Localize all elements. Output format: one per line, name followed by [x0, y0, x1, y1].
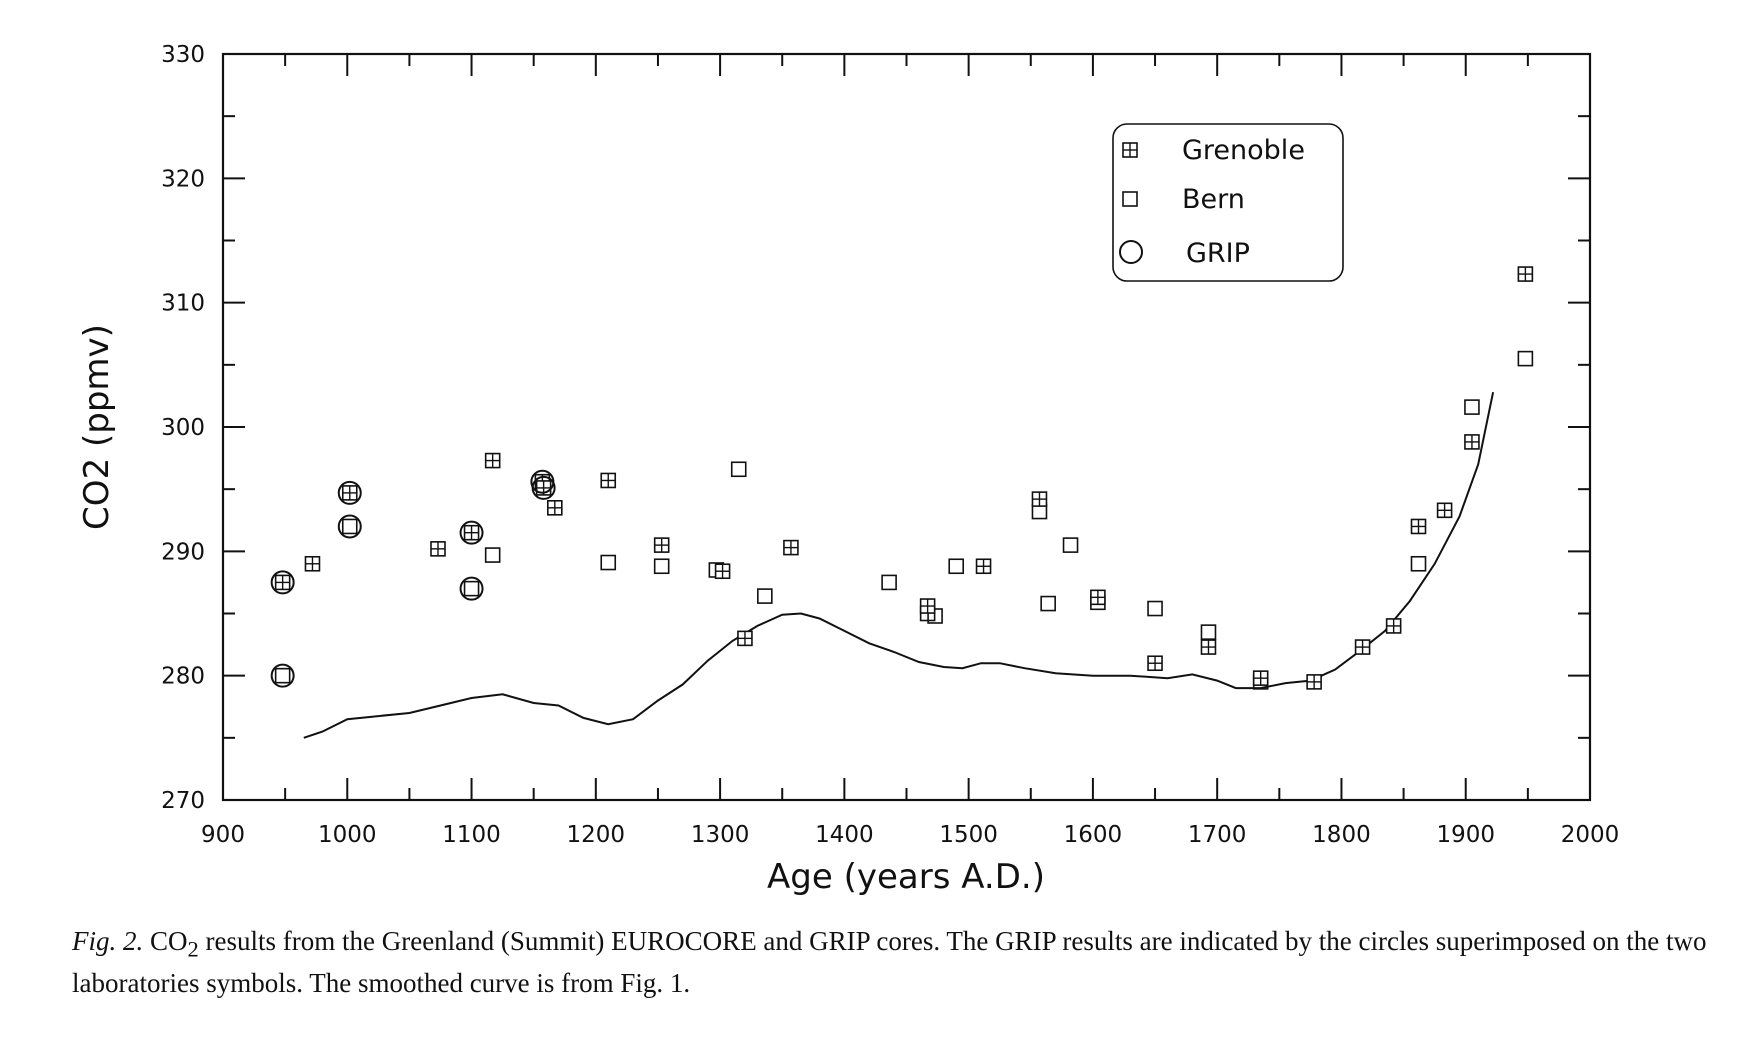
bern-point — [757, 588, 773, 604]
bern-point — [730, 461, 747, 478]
y-tick-label: 300 — [161, 415, 205, 441]
data-markers — [270, 266, 1534, 690]
x-tick-label: 1900 — [1436, 822, 1495, 848]
x-tick-label: 2000 — [1561, 822, 1620, 848]
grenoble-point — [1031, 491, 1048, 507]
grenoble-point — [975, 558, 992, 575]
grip-point — [531, 475, 556, 500]
grenoble-point — [1252, 670, 1269, 686]
grip-point — [337, 514, 362, 539]
x-tick-label: 1300 — [691, 822, 750, 848]
bern-point — [1147, 600, 1163, 617]
grenoble-point — [1200, 639, 1217, 655]
bern-point — [948, 558, 965, 575]
bern-point — [881, 574, 897, 591]
x-axis-title: Age (years A.D.) — [767, 857, 1045, 897]
x-tick-label: 1700 — [1188, 822, 1247, 848]
bern-point — [653, 558, 670, 575]
grip-point — [459, 576, 484, 601]
grenoble-point — [430, 541, 446, 557]
bern-point — [1410, 555, 1427, 572]
grenoble-point — [463, 524, 480, 541]
legend-label-grenoble: Grenoble — [1182, 135, 1305, 166]
grenoble-point — [304, 555, 321, 572]
legend-symbol-grenoble — [1122, 142, 1138, 158]
grenoble-point — [714, 563, 731, 580]
x-tick-label: 1000 — [318, 822, 377, 848]
grenoble-point — [1354, 639, 1371, 655]
legend-box — [1112, 123, 1344, 282]
grenoble-point — [1517, 266, 1534, 282]
x-tick-label: 900 — [201, 822, 245, 848]
legend: Grenoble Bern GRIP — [1112, 123, 1344, 282]
bern-point — [1200, 624, 1217, 640]
y-tick-label: 280 — [161, 664, 205, 690]
y-tick-label: 290 — [161, 539, 205, 565]
figure-caption: Fig. 2. CO2 results from the Greenland (… — [72, 924, 1712, 1000]
grip-point — [270, 570, 295, 595]
bern-point — [1517, 350, 1534, 367]
y-tick-labels: 270 280 290 300 310 320 330 — [161, 42, 205, 814]
bern-point — [341, 518, 358, 535]
grenoble-point — [1410, 518, 1427, 535]
grenoble-point — [1306, 674, 1322, 690]
grenoble-point — [737, 630, 753, 647]
legend-symbol-grip — [1119, 240, 1143, 264]
x-tick-label: 1800 — [1312, 822, 1371, 848]
x-tick-label: 1600 — [1064, 822, 1123, 848]
bern-point — [274, 667, 291, 684]
y-axis-title: CO2 (ppmv) — [77, 324, 117, 530]
bern-point — [1040, 595, 1056, 612]
bern-point — [463, 580, 480, 597]
grenoble-point — [1464, 434, 1480, 450]
caption-subscript: 2 — [187, 936, 199, 962]
grenoble-point — [1385, 618, 1402, 634]
bern-point — [484, 547, 501, 563]
grenoble-point — [547, 500, 563, 516]
grenoble-point — [341, 485, 358, 501]
caption-label: Fig. 2. — [72, 926, 144, 956]
grip-point — [337, 480, 362, 505]
grenoble-point — [1436, 502, 1453, 519]
bern-point — [1062, 537, 1079, 553]
axis-ticks — [222, 53, 1591, 801]
x-tick-label: 1500 — [939, 822, 998, 848]
legend-symbols — [1119, 142, 1143, 264]
y-tick-label: 320 — [161, 166, 205, 192]
grenoble-point — [1147, 655, 1163, 672]
grenoble-point — [1090, 589, 1106, 606]
y-tick-label: 270 — [161, 788, 205, 814]
legend-label-bern: Bern — [1182, 184, 1245, 215]
caption-text-a: CO — [143, 926, 188, 956]
caption-text-b: results from the Greenland (Summit) EURO… — [72, 926, 1707, 999]
grenoble-point — [653, 537, 670, 553]
bern-point — [600, 554, 617, 571]
grenoble-point — [274, 574, 291, 591]
y-tick-label: 310 — [161, 291, 205, 317]
x-tick-label: 1100 — [442, 822, 501, 848]
grenoble-point — [919, 598, 936, 614]
grenoble-point — [600, 472, 617, 489]
co2-chart: 270 280 290 300 310 320 330 900 1000 1100 1200 130… — [77, 42, 1619, 897]
x-tick-label: 1400 — [815, 822, 874, 848]
bern-point — [1464, 399, 1480, 415]
grip-point — [459, 520, 484, 545]
grenoble-point — [484, 452, 501, 469]
legend-symbol-bern — [1122, 191, 1138, 207]
y-tick-label: 330 — [161, 42, 205, 68]
x-tick-labels: 900 1000 1100 1200 1300 1400 1500 1600 1700 1800 1… — [201, 822, 1619, 848]
x-tick-label: 1200 — [567, 822, 626, 848]
plot-frame — [221, 52, 1592, 802]
grenoble-point — [783, 539, 799, 556]
legend-label-grip: GRIP — [1186, 238, 1250, 269]
grip-point — [270, 663, 295, 688]
